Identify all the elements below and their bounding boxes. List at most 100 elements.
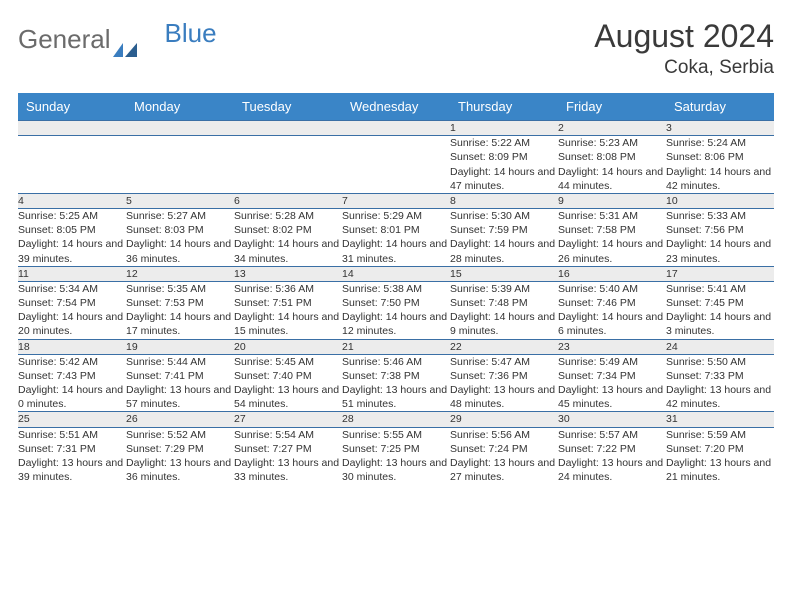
- location-label: Coka, Serbia: [594, 57, 774, 79]
- day-detail-cell: Sunrise: 5:33 AMSunset: 7:56 PMDaylight:…: [666, 209, 774, 267]
- day-number-cell: 26: [126, 412, 234, 427]
- day-number-cell: 17: [666, 266, 774, 281]
- day-header-row: SundayMondayTuesdayWednesdayThursdayFrid…: [18, 93, 774, 121]
- day-number-cell: [126, 121, 234, 136]
- day-number-row: 123: [18, 121, 774, 136]
- day-detail-cell: Sunrise: 5:42 AMSunset: 7:43 PMDaylight:…: [18, 354, 126, 412]
- day-number-row: 18192021222324: [18, 339, 774, 354]
- sunset-text: Sunset: 7:40 PM: [234, 369, 342, 383]
- daylight-text: Daylight: 14 hours and 42 minutes.: [666, 165, 774, 193]
- day-detail-cell: [342, 136, 450, 194]
- daylight-text: Daylight: 14 hours and 26 minutes.: [558, 237, 666, 265]
- day-number-cell: 12: [126, 266, 234, 281]
- title-block: August 2024 Coka, Serbia: [594, 18, 774, 79]
- sunset-text: Sunset: 8:06 PM: [666, 150, 774, 164]
- day-number-row: 45678910: [18, 193, 774, 208]
- day-detail-cell: Sunrise: 5:47 AMSunset: 7:36 PMDaylight:…: [450, 354, 558, 412]
- daylight-text: Daylight: 13 hours and 45 minutes.: [558, 383, 666, 411]
- day-detail-cell: Sunrise: 5:52 AMSunset: 7:29 PMDaylight:…: [126, 427, 234, 484]
- sunrise-text: Sunrise: 5:34 AM: [18, 282, 126, 296]
- sunset-text: Sunset: 7:41 PM: [126, 369, 234, 383]
- sunrise-text: Sunrise: 5:57 AM: [558, 428, 666, 442]
- day-number-cell: 15: [450, 266, 558, 281]
- sunset-text: Sunset: 7:46 PM: [558, 296, 666, 310]
- day-number-cell: 5: [126, 193, 234, 208]
- day-detail-cell: Sunrise: 5:49 AMSunset: 7:34 PMDaylight:…: [558, 354, 666, 412]
- day-number-cell: [18, 121, 126, 136]
- sunrise-text: Sunrise: 5:39 AM: [450, 282, 558, 296]
- daylight-text: Daylight: 14 hours and 47 minutes.: [450, 165, 558, 193]
- day-detail-cell: Sunrise: 5:46 AMSunset: 7:38 PMDaylight:…: [342, 354, 450, 412]
- day-number-cell: 6: [234, 193, 342, 208]
- day-header: Wednesday: [342, 93, 450, 121]
- sunset-text: Sunset: 7:31 PM: [18, 442, 126, 456]
- month-title: August 2024: [594, 18, 774, 55]
- day-number-cell: 24: [666, 339, 774, 354]
- brand-logo: General Blue: [18, 24, 217, 55]
- day-detail-row: Sunrise: 5:25 AMSunset: 8:05 PMDaylight:…: [18, 209, 774, 267]
- day-detail-cell: Sunrise: 5:22 AMSunset: 8:09 PMDaylight:…: [450, 136, 558, 194]
- daylight-text: Daylight: 14 hours and 12 minutes.: [342, 310, 450, 338]
- day-detail-cell: [126, 136, 234, 194]
- sunset-text: Sunset: 7:29 PM: [126, 442, 234, 456]
- day-number-cell: 16: [558, 266, 666, 281]
- sunrise-text: Sunrise: 5:51 AM: [18, 428, 126, 442]
- day-detail-cell: Sunrise: 5:27 AMSunset: 8:03 PMDaylight:…: [126, 209, 234, 267]
- daylight-text: Daylight: 13 hours and 27 minutes.: [450, 456, 558, 484]
- sunset-text: Sunset: 8:05 PM: [18, 223, 126, 237]
- day-number-cell: 7: [342, 193, 450, 208]
- day-number-cell: 21: [342, 339, 450, 354]
- sunset-text: Sunset: 8:09 PM: [450, 150, 558, 164]
- day-detail-cell: Sunrise: 5:56 AMSunset: 7:24 PMDaylight:…: [450, 427, 558, 484]
- sunset-text: Sunset: 7:48 PM: [450, 296, 558, 310]
- day-number-row: 11121314151617: [18, 266, 774, 281]
- day-detail-cell: Sunrise: 5:31 AMSunset: 7:58 PMDaylight:…: [558, 209, 666, 267]
- day-detail-cell: [18, 136, 126, 194]
- sunset-text: Sunset: 7:34 PM: [558, 369, 666, 383]
- sunrise-text: Sunrise: 5:36 AM: [234, 282, 342, 296]
- daylight-text: Daylight: 13 hours and 54 minutes.: [234, 383, 342, 411]
- day-header: Sunday: [18, 93, 126, 121]
- day-detail-cell: Sunrise: 5:30 AMSunset: 7:59 PMDaylight:…: [450, 209, 558, 267]
- sunrise-text: Sunrise: 5:50 AM: [666, 355, 774, 369]
- day-detail-cell: Sunrise: 5:45 AMSunset: 7:40 PMDaylight:…: [234, 354, 342, 412]
- day-detail-cell: Sunrise: 5:54 AMSunset: 7:27 PMDaylight:…: [234, 427, 342, 484]
- sunrise-text: Sunrise: 5:56 AM: [450, 428, 558, 442]
- day-detail-cell: Sunrise: 5:25 AMSunset: 8:05 PMDaylight:…: [18, 209, 126, 267]
- day-detail-cell: Sunrise: 5:39 AMSunset: 7:48 PMDaylight:…: [450, 281, 558, 339]
- sunset-text: Sunset: 7:38 PM: [342, 369, 450, 383]
- day-number-cell: 13: [234, 266, 342, 281]
- sunrise-text: Sunrise: 5:30 AM: [450, 209, 558, 223]
- sunrise-text: Sunrise: 5:25 AM: [18, 209, 126, 223]
- day-detail-row: Sunrise: 5:22 AMSunset: 8:09 PMDaylight:…: [18, 136, 774, 194]
- day-number-cell: 27: [234, 412, 342, 427]
- sunrise-text: Sunrise: 5:44 AM: [126, 355, 234, 369]
- day-detail-cell: Sunrise: 5:28 AMSunset: 8:02 PMDaylight:…: [234, 209, 342, 267]
- day-detail-cell: Sunrise: 5:29 AMSunset: 8:01 PMDaylight:…: [342, 209, 450, 267]
- sunset-text: Sunset: 7:59 PM: [450, 223, 558, 237]
- sunrise-text: Sunrise: 5:38 AM: [342, 282, 450, 296]
- daylight-text: Daylight: 14 hours and 6 minutes.: [558, 310, 666, 338]
- day-detail-cell: Sunrise: 5:34 AMSunset: 7:54 PMDaylight:…: [18, 281, 126, 339]
- day-number-cell: 29: [450, 412, 558, 427]
- day-detail-row: Sunrise: 5:51 AMSunset: 7:31 PMDaylight:…: [18, 427, 774, 484]
- day-number-cell: 20: [234, 339, 342, 354]
- daylight-text: Daylight: 13 hours and 39 minutes.: [18, 456, 126, 484]
- daylight-text: Daylight: 14 hours and 34 minutes.: [234, 237, 342, 265]
- day-detail-cell: Sunrise: 5:57 AMSunset: 7:22 PMDaylight:…: [558, 427, 666, 484]
- daylight-text: Daylight: 14 hours and 3 minutes.: [666, 310, 774, 338]
- sunrise-text: Sunrise: 5:23 AM: [558, 136, 666, 150]
- sunset-text: Sunset: 7:33 PM: [666, 369, 774, 383]
- sunset-text: Sunset: 7:36 PM: [450, 369, 558, 383]
- day-detail-cell: Sunrise: 5:24 AMSunset: 8:06 PMDaylight:…: [666, 136, 774, 194]
- daylight-text: Daylight: 14 hours and 31 minutes.: [342, 237, 450, 265]
- sunrise-text: Sunrise: 5:24 AM: [666, 136, 774, 150]
- brand-part1: General: [18, 24, 111, 55]
- daylight-text: Daylight: 14 hours and 36 minutes.: [126, 237, 234, 265]
- daylight-text: Daylight: 14 hours and 23 minutes.: [666, 237, 774, 265]
- sunset-text: Sunset: 8:08 PM: [558, 150, 666, 164]
- sunrise-text: Sunrise: 5:27 AM: [126, 209, 234, 223]
- sunset-text: Sunset: 7:22 PM: [558, 442, 666, 456]
- sunrise-text: Sunrise: 5:31 AM: [558, 209, 666, 223]
- sunrise-text: Sunrise: 5:42 AM: [18, 355, 126, 369]
